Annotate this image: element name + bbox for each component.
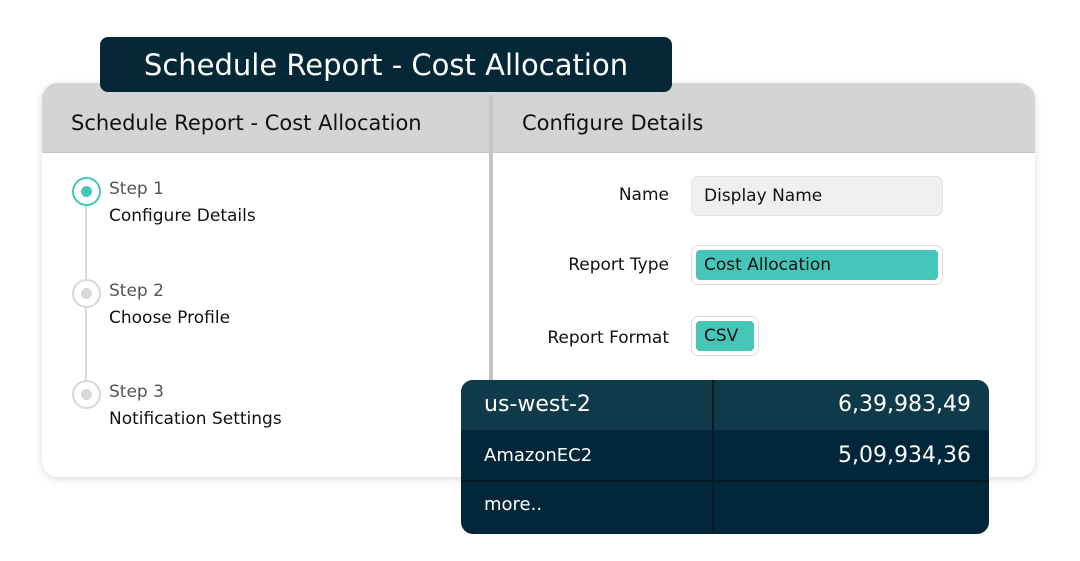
step-inactive-icon [72,380,101,409]
report-format-value: CSV [696,321,754,351]
row-value: 6,39,983,49 [838,392,971,417]
row-label: us-west-2 [461,380,714,430]
cost-table: us-west-2 6,39,983,49 AmazonEC2 5,09,934… [461,380,989,534]
name-label: Name [618,185,669,205]
step-name: Configure Details [109,206,256,226]
more-link[interactable]: more.. [461,482,714,534]
step-label: Step 2 [109,281,164,301]
report-type-value: Cost Allocation [696,250,938,280]
report-format-select[interactable]: CSV [691,316,759,356]
step-inactive-icon [72,279,101,308]
step-name: Notification Settings [109,409,282,429]
table-row: us-west-2 6,39,983,49 [461,380,989,430]
row-label: AmazonEC2 [461,430,714,480]
step-name: Choose Profile [109,308,231,328]
more-row[interactable]: more.. [461,482,989,534]
card-header: Schedule Report - Cost Allocation Config… [42,83,1035,153]
report-type-select[interactable]: Cost Allocation [691,245,943,285]
step-label: Step 3 [109,382,164,402]
step-active-icon [72,177,101,206]
row-value [714,482,989,534]
step-label: Step 1 [109,179,164,199]
banner-title: Schedule Report - Cost Allocation [100,37,672,92]
row-value: 5,09,934,36 [838,443,971,468]
divider [489,95,493,395]
right-header-title: Configure Details [522,111,704,135]
left-header-title: Schedule Report - Cost Allocation [71,111,422,135]
table-row: AmazonEC2 5,09,934,36 [461,430,989,482]
report-type-label: Report Type [568,255,669,275]
report-format-label: Report Format [547,328,669,348]
name-input[interactable]: Display Name [691,176,943,216]
